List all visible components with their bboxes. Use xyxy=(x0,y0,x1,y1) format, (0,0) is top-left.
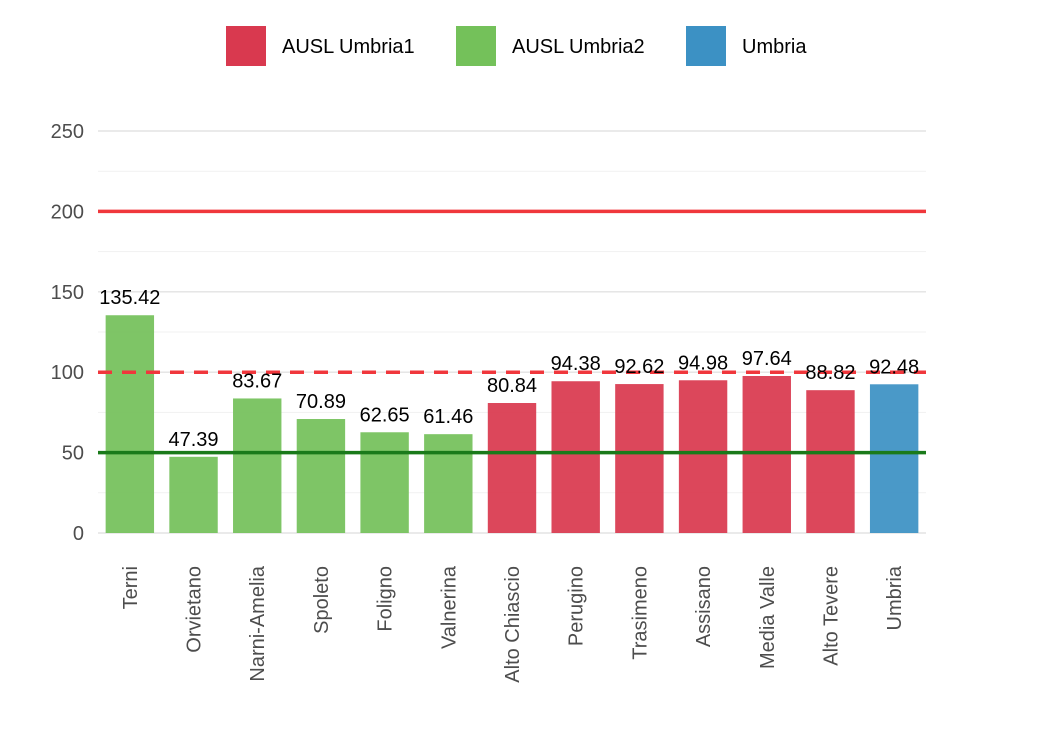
bar-narni-amelia xyxy=(233,398,282,533)
legend-swatch-2 xyxy=(456,26,496,66)
y-axis: 0 50 100 150 200 250 xyxy=(51,121,84,545)
x-tick-label: Spoleto xyxy=(311,566,333,634)
legend-label-3: Umbria xyxy=(742,36,807,58)
bar-trasimeno xyxy=(615,384,664,533)
data-label: 80.84 xyxy=(487,375,537,397)
x-tick-label: Umbria xyxy=(884,565,906,630)
x-tick-label: Media Valle xyxy=(757,566,779,669)
bar-perugino xyxy=(551,381,600,533)
y-tick-label: 0 xyxy=(73,523,84,545)
x-tick-label: Trasimeno xyxy=(629,566,651,660)
data-label: 92.48 xyxy=(869,356,919,378)
bar-alto-tevere xyxy=(806,390,855,533)
data-label: 62.65 xyxy=(360,404,410,426)
data-label: 88.82 xyxy=(805,362,855,384)
data-label: 61.46 xyxy=(423,406,473,428)
data-label: 94.38 xyxy=(551,353,601,375)
reference-lines xyxy=(98,209,926,455)
data-label: 92.62 xyxy=(614,356,664,378)
x-tick-label: Perugino xyxy=(566,566,588,646)
data-label: 47.39 xyxy=(169,429,219,451)
legend-label-1: AUSL Umbria1 xyxy=(282,36,415,58)
data-label: 94.98 xyxy=(678,352,728,374)
x-tick-label: Terni xyxy=(120,566,142,609)
legend-label-2: AUSL Umbria2 xyxy=(512,36,645,58)
x-tick-label: Valnerina xyxy=(438,565,460,649)
y-tick-label: 250 xyxy=(51,121,84,143)
x-tick-label: Alto Tevere xyxy=(820,566,842,666)
x-axis: Terni Orvietano Narni-Amelia Spoleto Foligno… xyxy=(120,565,906,683)
bar-foligno xyxy=(360,432,409,533)
x-tick-label: Narni-Amelia xyxy=(247,565,269,681)
bar-spoleto xyxy=(296,419,346,533)
data-label: 83.67 xyxy=(232,370,282,392)
y-tick-label: 200 xyxy=(51,201,84,223)
x-tick-label: Assisano xyxy=(693,566,715,647)
data-label: 135.42 xyxy=(99,287,160,309)
bars xyxy=(105,315,919,533)
bar-assisano xyxy=(678,380,728,533)
bar-alto-chiascio xyxy=(487,403,537,533)
x-tick-label: Alto Chiascio xyxy=(502,566,524,683)
bar-media-valle xyxy=(742,375,791,533)
bar-orvietano xyxy=(169,456,218,533)
bar-terni xyxy=(105,315,155,533)
y-tick-label: 50 xyxy=(62,443,84,465)
data-label: 70.89 xyxy=(296,391,346,413)
y-tick-label: 100 xyxy=(51,362,84,384)
x-tick-label: Orvietano xyxy=(184,566,206,653)
bar-valnerina xyxy=(424,434,473,533)
legend-swatch-3 xyxy=(686,26,726,66)
x-tick-label: Foligno xyxy=(375,566,397,632)
data-label: 97.64 xyxy=(742,348,792,370)
y-tick-label: 150 xyxy=(51,282,84,304)
bar-umbria xyxy=(869,384,919,533)
data-labels: 135.42 47.39 83.67 70.89 62.65 61.46 80.84 94.3… xyxy=(99,287,919,451)
legend: AUSL Umbria1 AUSL Umbria2 Umbria xyxy=(226,26,807,66)
legend-swatch-1 xyxy=(226,26,266,66)
